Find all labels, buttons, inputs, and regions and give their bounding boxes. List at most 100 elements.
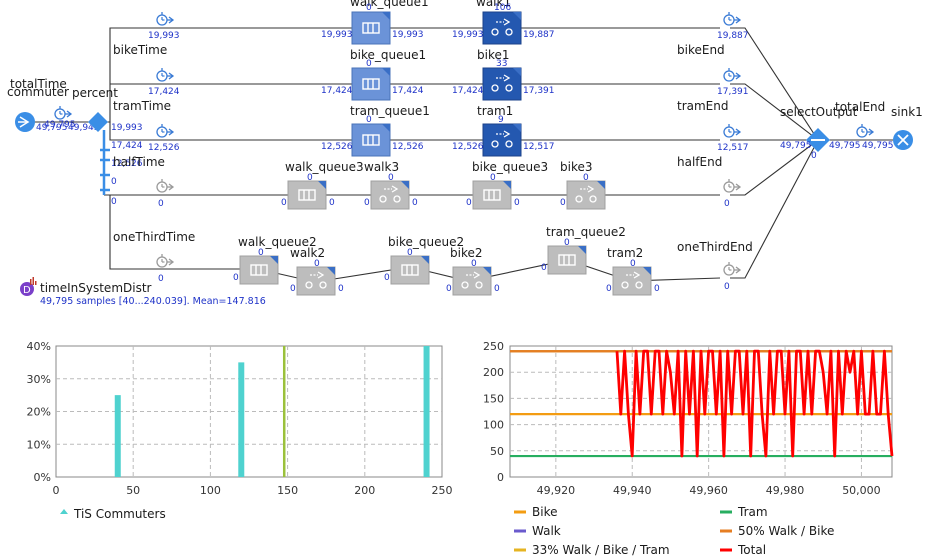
half-end-gauge[interactable]: 0 bbox=[723, 178, 741, 209]
line-x-tick: 49,960 bbox=[689, 484, 728, 497]
histogram-bar bbox=[114, 395, 121, 477]
svg-text:12,517: 12,517 bbox=[523, 142, 555, 152]
svg-text:12,526: 12,526 bbox=[321, 142, 353, 152]
svg-text:0: 0 bbox=[384, 273, 390, 283]
bike-end-block[interactable]: 19,887 bikeEnd bbox=[677, 11, 749, 57]
tram1-delay[interactable]: tram1 9 12,526 12,517 bbox=[452, 104, 555, 157]
tram-time-count: 17,424 bbox=[148, 87, 180, 97]
dataset-stats: 49,795 samples [40...240.039]. Mean=147.… bbox=[40, 296, 266, 307]
one-third-time-label: oneThirdTime bbox=[113, 230, 195, 244]
bike-queue3-label: bike_queue3 bbox=[472, 160, 548, 174]
tram-queue2[interactable]: tram_queue2 0 0 bbox=[541, 225, 626, 275]
svg-text:0: 0 bbox=[329, 198, 335, 208]
walk-queue3-label: walk_queue3 bbox=[285, 160, 364, 174]
percent-out-4: 0 bbox=[111, 197, 117, 207]
walk-queue1[interactable]: walk_queue1 0 19,993 19,993 bbox=[321, 0, 429, 45]
svg-text:0: 0 bbox=[158, 274, 164, 284]
tram1-label: tram1 bbox=[477, 104, 513, 118]
walk3-label: walk3 bbox=[364, 160, 399, 174]
walk2-label: walk2 bbox=[290, 246, 325, 260]
svg-text:0: 0 bbox=[366, 3, 372, 13]
walk-queue3[interactable]: walk_queue3 0 0 0 bbox=[281, 160, 364, 210]
select-percent[interactable]: percent 19,993 17,424 12,526 0 0 bbox=[72, 86, 143, 207]
histogram-y-tick: 0% bbox=[34, 471, 51, 484]
half-end-label: halfEnd bbox=[677, 155, 722, 169]
one-third-time-gauge[interactable]: 0 bbox=[156, 253, 174, 284]
svg-text:0: 0 bbox=[724, 199, 730, 209]
svg-text:0: 0 bbox=[446, 284, 452, 294]
legend-item-tram: Tram bbox=[737, 505, 768, 519]
bike2-delay[interactable]: bike2 0 0 0 bbox=[446, 246, 500, 296]
percent-out-3: 0 bbox=[111, 177, 117, 187]
bike-queue1-label: bike_queue1 bbox=[350, 48, 426, 62]
bike-queue1[interactable]: bike_queue1 0 17,424 17,424 bbox=[321, 48, 426, 101]
half-end-block[interactable]: 12,517 halfEnd bbox=[677, 123, 749, 169]
svg-text:0: 0 bbox=[233, 273, 239, 283]
histogram-x-tick: 100 bbox=[200, 484, 221, 497]
legend-item-33-walk-bike-tram: 33% Walk / Bike / Tram bbox=[532, 543, 670, 557]
tram2-delay[interactable]: tram2 0 0 0 bbox=[606, 246, 660, 296]
line-x-tick: 49,980 bbox=[766, 484, 805, 497]
svg-text:0: 0 bbox=[654, 284, 660, 294]
svg-text:0: 0 bbox=[630, 259, 636, 269]
line-y-tick: 200 bbox=[483, 366, 504, 379]
svg-text:0: 0 bbox=[407, 248, 413, 258]
tram-time-label: tramTime bbox=[113, 99, 171, 113]
tram-time-block[interactable]: tramTime 17,424 bbox=[113, 67, 180, 113]
histogram-x-tick: 250 bbox=[432, 484, 453, 497]
tram-end-label: tramEnd bbox=[677, 99, 729, 113]
process-flowchart: commuter 49,795 totalTime 49,795 49,943 … bbox=[7, 0, 923, 307]
line-y-tick: 0 bbox=[497, 471, 504, 484]
svg-text:0: 0 bbox=[366, 115, 372, 125]
walk-queue2[interactable]: walk_queue2 0 0 bbox=[233, 235, 317, 285]
one-third-time-count: 0 bbox=[158, 199, 164, 209]
legend-item-walk: Walk bbox=[532, 524, 561, 538]
bike1-delay[interactable]: bike1 33 17,424 17,391 bbox=[452, 48, 555, 101]
histogram-y-tick: 10% bbox=[27, 438, 51, 451]
total-time-in-count: 49,795 bbox=[44, 120, 76, 130]
legend-item-bike: Bike bbox=[532, 505, 557, 519]
walk-queue1-label: walk_queue1 bbox=[350, 0, 429, 9]
svg-text:0: 0 bbox=[514, 198, 520, 208]
total-end-block[interactable]: totalEnd 49,795 49,795 bbox=[829, 100, 894, 151]
series-line-total bbox=[615, 349, 894, 458]
svg-text:19,993: 19,993 bbox=[452, 30, 484, 40]
histogram-y-tick: 30% bbox=[27, 373, 51, 386]
total-time-block[interactable]: totalTime 49,795 49,943 bbox=[10, 77, 100, 133]
percent-out-1: 17,424 bbox=[111, 141, 143, 151]
tram-end-block[interactable]: 17,391 tramEnd bbox=[677, 67, 749, 113]
bike3-delay[interactable]: bike3 0 0 bbox=[560, 160, 606, 210]
svg-text:17,391: 17,391 bbox=[717, 87, 749, 97]
line-chart: 250 200 150 100 50 0 49,920 49,940 49,960 49,980… bbox=[483, 340, 894, 557]
select-output-label: selectOutput bbox=[780, 105, 858, 119]
svg-text:12,517: 12,517 bbox=[717, 143, 749, 153]
one-third-end-block[interactable]: oneThirdEnd 0 bbox=[677, 240, 753, 292]
histogram-chart: 40% 30% 20% 10% 0% 0 50 100 150 200 250 TiS Commu… bbox=[27, 340, 453, 521]
one-third-time-block[interactable]: oneThirdTime 0 bbox=[113, 178, 195, 244]
walk-queue2-label: walk_queue2 bbox=[238, 235, 317, 249]
walk3-delay[interactable]: walk3 0 0 0 bbox=[364, 160, 418, 210]
bike1-label: bike1 bbox=[477, 48, 510, 62]
tram-queue1[interactable]: tram_queue1 0 12,526 12,526 bbox=[321, 104, 430, 157]
time-in-system-dataset[interactable]: D timeInSystemDistr 49,795 samples [40..… bbox=[20, 277, 266, 307]
bike-time-block[interactable]: bikeTime 19,993 bbox=[113, 11, 180, 57]
line-chart-legend: Bike Tram Walk 50% Walk / Bike 33% Walk / Bi… bbox=[514, 505, 834, 557]
svg-text:0: 0 bbox=[366, 59, 372, 69]
walk1-label: walk1 bbox=[476, 0, 511, 9]
walk1-delay[interactable]: walk1 106 19,993 19,887 bbox=[452, 0, 555, 45]
total-time-label: totalTime bbox=[10, 77, 67, 91]
bike-time-count: 19,993 bbox=[148, 31, 180, 41]
line-y-tick: 100 bbox=[483, 419, 504, 432]
half-time-block[interactable]: halfTime 12,526 bbox=[113, 123, 180, 169]
histogram-bar bbox=[423, 346, 430, 477]
sink1[interactable]: sink1 bbox=[891, 105, 923, 150]
source-commuter[interactable]: commuter 49,795 bbox=[7, 85, 69, 133]
histogram-legend-label: TiS Commuters bbox=[73, 507, 166, 521]
percent-out-2: 12,526 bbox=[111, 159, 143, 169]
bike-queue3[interactable]: bike_queue3 0 0 0 bbox=[466, 160, 548, 210]
walk2-delay[interactable]: walk2 0 0 0 bbox=[290, 246, 344, 296]
bike-queue2[interactable]: bike_queue2 0 0 bbox=[384, 235, 464, 285]
line-y-tick: 250 bbox=[483, 340, 504, 353]
select-output[interactable]: selectOutput 49,795 0 bbox=[780, 105, 858, 161]
bike-queue2-label: bike_queue2 bbox=[388, 235, 464, 249]
